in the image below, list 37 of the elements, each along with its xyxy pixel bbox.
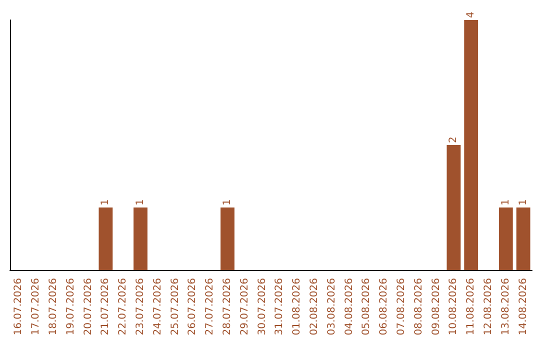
- x-tick-label: 01.08.2026: [292, 278, 303, 336]
- x-tick-label: 11.08.2026: [466, 278, 477, 336]
- x-tick-label: 16.07.2026: [13, 278, 24, 336]
- x-tick-label: 05.08.2026: [361, 278, 372, 336]
- x-tick-label: 14.08.2026: [518, 278, 529, 336]
- data-label: 2: [448, 136, 460, 143]
- x-tick-label: 28.07.2026: [222, 278, 233, 336]
- x-tick-label: 09.08.2026: [430, 278, 442, 336]
- data-label: 4: [466, 12, 477, 18]
- x-tick-label: 21.07.2026: [100, 278, 112, 336]
- x-tick-label: 03.08.2026: [326, 278, 338, 336]
- x-tick-label: 27.07.2026: [204, 278, 216, 336]
- x-tick-label: 18.07.2026: [48, 278, 59, 336]
- x-tick-label: 04.08.2026: [344, 278, 355, 336]
- data-label: 1: [100, 199, 112, 206]
- data-label: 1: [135, 199, 146, 206]
- x-tick-label: 20.07.2026: [82, 278, 94, 336]
- x-tick-label: 13.08.2026: [500, 278, 512, 336]
- x-tick-label: 19.07.2026: [65, 278, 76, 336]
- x-tick-label: 02.08.2026: [309, 278, 320, 336]
- data-label: 1: [222, 199, 233, 206]
- x-tick-label: 29.07.2026: [239, 278, 250, 336]
- data-label: 1: [518, 199, 529, 206]
- x-tick-label: 10.08.2026: [448, 278, 460, 336]
- x-tick-label: 17.07.2026: [30, 278, 42, 336]
- x-tick-label: 12.08.2026: [483, 278, 494, 336]
- x-tick-label: 26.07.2026: [187, 278, 198, 336]
- x-tick-label: 25.07.2026: [170, 278, 181, 336]
- x-tick-label: 06.08.2026: [378, 278, 390, 336]
- x-tick-label: 30.07.2026: [256, 278, 268, 336]
- x-tick-label: 07.08.2026: [396, 278, 407, 336]
- x-tick-label: 08.08.2026: [413, 278, 424, 336]
- x-tick-label: 22.07.2026: [118, 278, 129, 336]
- x-tick-label: 24.07.2026: [152, 278, 164, 336]
- x-tick-label: 31.07.2026: [274, 278, 286, 336]
- x-tick-label: 23.07.2026: [135, 278, 146, 336]
- data-label: 1: [500, 199, 512, 206]
